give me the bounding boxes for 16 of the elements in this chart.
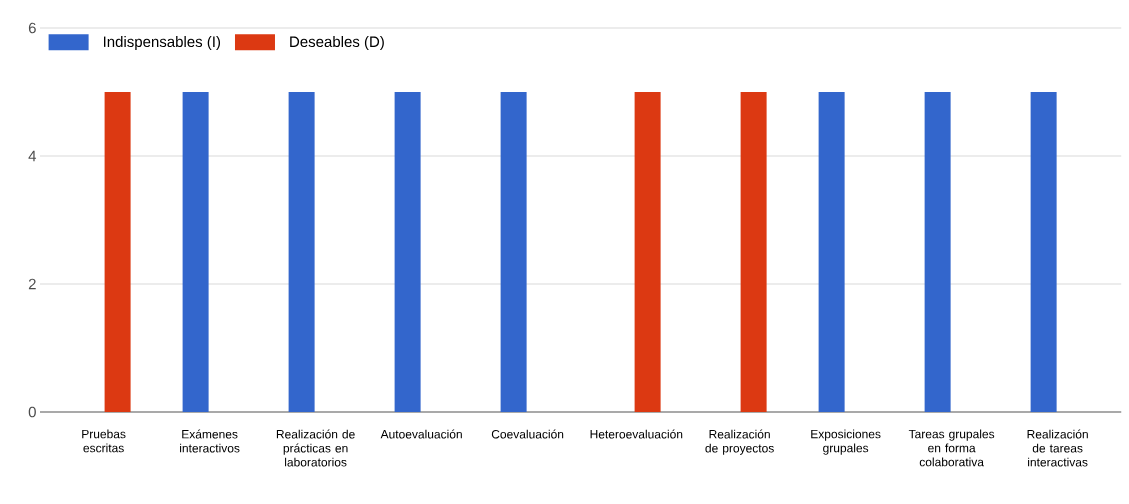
x-tick-label: Tareas grupales en forma colaborativa: [908, 429, 995, 467]
y-tick-label: 2: [28, 278, 36, 290]
x-tick-label: Realización de proyectos: [705, 429, 774, 455]
x-tick-label: Realización de prácticas en laboratorios: [276, 429, 355, 467]
x-tick-label: Heteroevaluación: [590, 429, 683, 439]
y-tick-label: 4: [28, 150, 37, 162]
legend-label: Deseables (D): [290, 36, 384, 50]
x-tick-label: Pruebas escritas: [82, 429, 126, 453]
x-tick-label: Realización de tareas interactivas: [1027, 429, 1088, 467]
legend-label: Indispensables (I): [103, 36, 221, 50]
y-tick-label: 6: [28, 22, 36, 34]
y-tick-label: 0: [28, 406, 36, 418]
x-tick-label: Coevaluación: [491, 429, 564, 439]
x-tick-label: Exposiciones grupales: [811, 429, 881, 455]
x-tick-label: Autoevaluación: [380, 429, 462, 439]
x-tick-label: Exámenes interactivos: [180, 429, 240, 453]
